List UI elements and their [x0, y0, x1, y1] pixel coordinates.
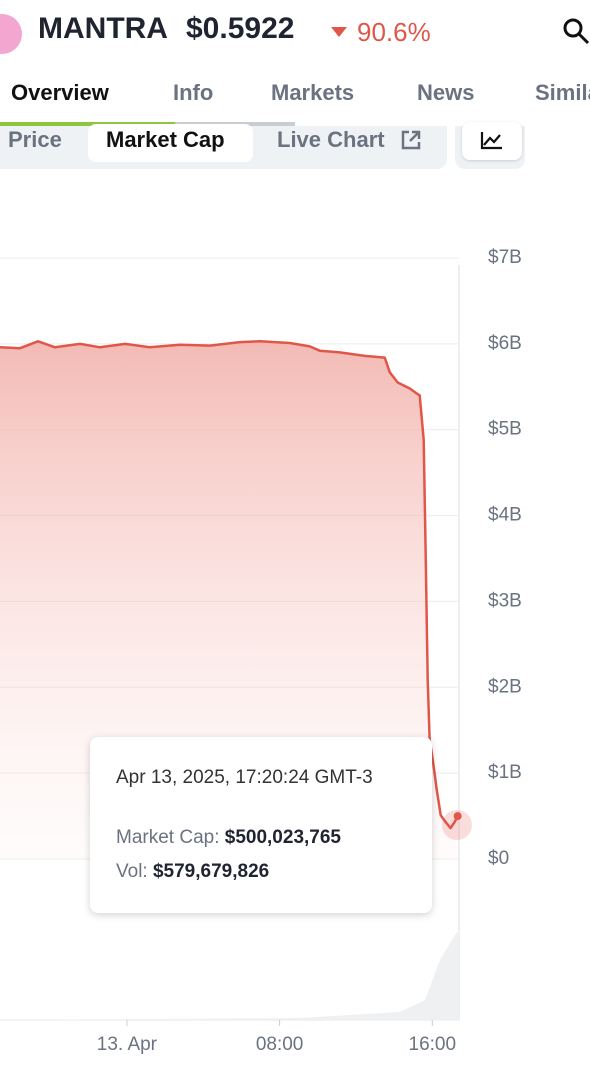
y-tick-label: $2B	[488, 676, 522, 697]
tooltip-date: Apr 13, 2025, 17:20:24 GMT-3	[116, 767, 373, 788]
search-icon[interactable]	[562, 17, 590, 45]
x-tick-label: 13. Apr	[97, 1034, 158, 1055]
tab[interactable]: Markets	[271, 80, 355, 105]
line	[0, 340, 459, 830]
tab[interactable]: Overview	[11, 80, 109, 105]
subtab-active	[88, 124, 253, 162]
price-change: 90.6%	[357, 17, 431, 47]
external-icon	[401, 130, 421, 150]
subtab[interactable]: Price	[8, 127, 62, 152]
tooltip-label: Vol:	[116, 861, 148, 882]
tooltip-row: Vol: $579,679,826	[116, 861, 269, 883]
down-arrow	[331, 27, 347, 37]
tooltip-row: Market Cap: $500,023,765	[116, 827, 341, 849]
tooltip-value: $579,679,826	[152, 861, 270, 882]
hover-point	[453, 812, 462, 821]
y-tick-label: $3B	[488, 590, 522, 611]
tab[interactable]: Similar	[535, 80, 590, 105]
token-icon	[0, 14, 22, 54]
subtab[interactable]: Market Cap	[106, 127, 225, 152]
tooltip-label: Market Cap:	[116, 827, 220, 848]
subtab[interactable]: Live Chart	[277, 127, 385, 152]
chart-type-button[interactable]	[462, 122, 522, 160]
tooltip: Apr 13, 2025, 17:20:24 GMT-3 Market Cap:…	[90, 737, 432, 913]
y-tick-label: $1B	[488, 762, 522, 783]
tab-indicator	[0, 122, 175, 126]
y-tick-label: $0	[488, 848, 509, 869]
y-tick-label: $7B	[488, 247, 522, 268]
x-tick-label: 08:00	[256, 1034, 304, 1055]
tab[interactable]: News	[417, 80, 475, 105]
hover-halo	[442, 810, 472, 840]
x-tick-label: 16:00	[409, 1034, 457, 1055]
tooltip-value: $500,023,765	[224, 827, 341, 848]
token-price: $0.5922	[186, 12, 295, 45]
tab[interactable]: Info	[173, 80, 214, 105]
token-name: MANTRA	[38, 12, 168, 45]
y-tick-label: $6B	[488, 333, 522, 354]
y-tick-label: $4B	[488, 505, 522, 526]
area-fill	[0, 341, 458, 859]
y-tick-label: $5B	[488, 419, 522, 440]
volume-area	[0, 930, 459, 1020]
